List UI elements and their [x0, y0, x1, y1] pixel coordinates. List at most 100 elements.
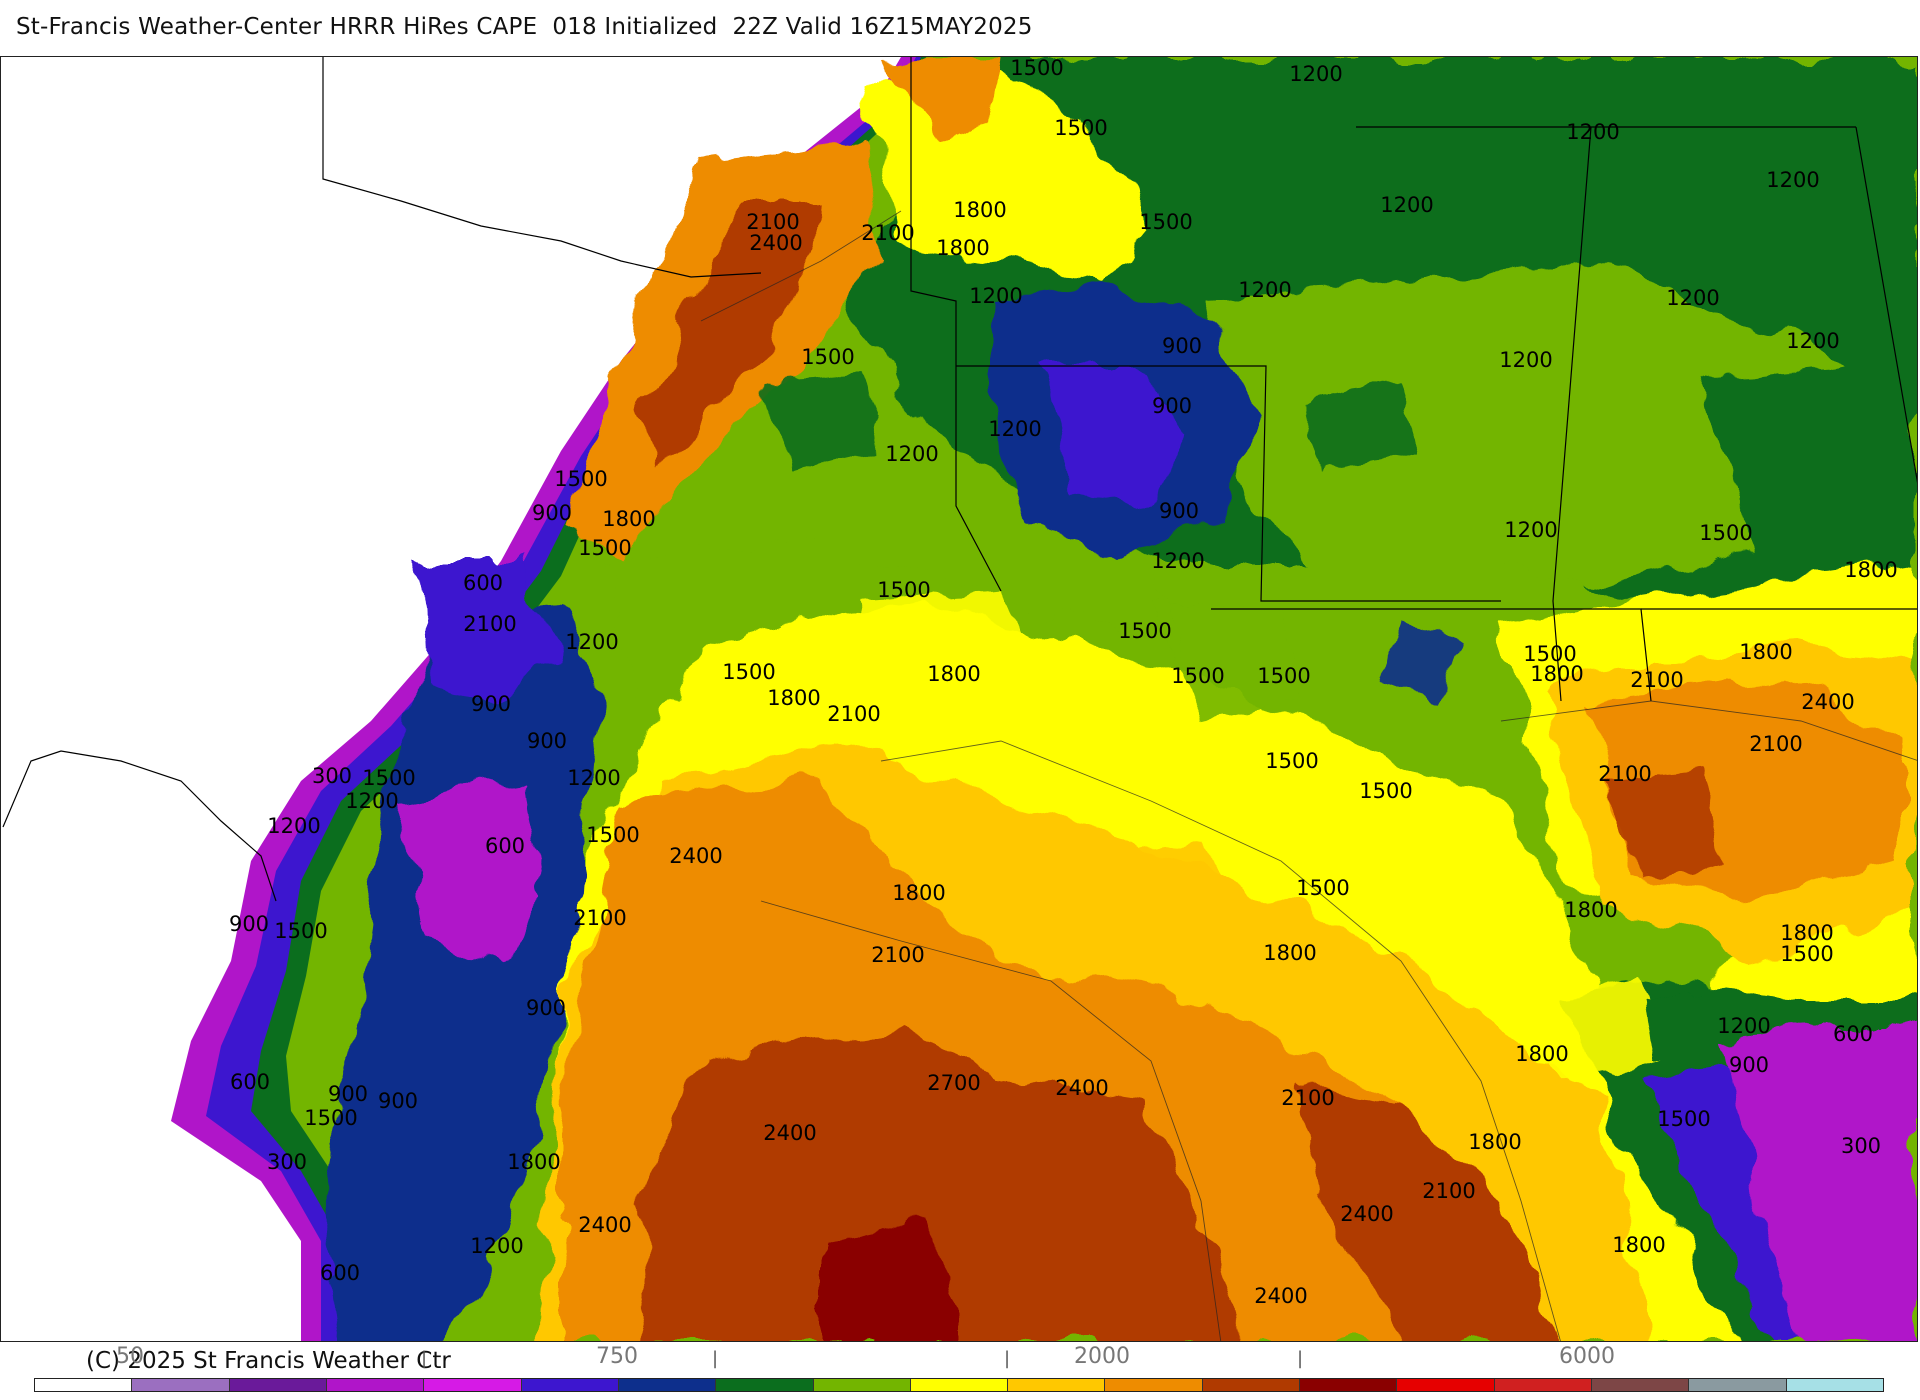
contour-labels: 1500 1200 1500 1200 1200 1200 1800 1500 2100 2100… — [229, 57, 1898, 1308]
contour-label: 1200 — [1151, 549, 1204, 573]
contour-label: 1200 — [470, 1234, 523, 1258]
colorbar-segment — [1008, 1379, 1106, 1391]
contour-label: 900 — [229, 912, 269, 936]
contour-label: 2100 — [463, 612, 516, 636]
colorbar-segment — [618, 1379, 717, 1391]
contour-label: 1800 — [767, 686, 820, 710]
contour-label: 1500 — [1265, 749, 1318, 773]
colorbar-segment — [813, 1379, 911, 1391]
contour-label: 600 — [1833, 1022, 1873, 1046]
contour-label: 900 — [1729, 1053, 1769, 1077]
contour-label: 1200 — [1504, 518, 1557, 542]
contour-label: 2100 — [1598, 762, 1651, 786]
contour-label: 900 — [378, 1089, 418, 1113]
colorbar-segment — [1786, 1379, 1883, 1391]
cape-map: 1500 1200 1500 1200 1200 1200 1800 1500 2100 2100… — [0, 56, 1918, 1342]
contour-label: 1800 — [953, 198, 1006, 222]
contour-label: 1500 — [877, 578, 930, 602]
contour-label: 1200 — [885, 442, 938, 466]
contour-label: 1500 — [362, 766, 415, 790]
contour-label: 1500 — [1139, 210, 1192, 234]
colorbar-tick-label: 2000 — [1074, 1344, 1130, 1369]
colorbar-tick-mark: | — [1003, 1348, 1011, 1369]
contour-label: 2400 — [669, 844, 722, 868]
contour-label: 1500 — [1257, 664, 1310, 688]
colorbar-segment — [1300, 1379, 1398, 1391]
colorbar-segment — [1592, 1379, 1690, 1391]
cape-contour-map: 1500 1200 1500 1200 1200 1200 1800 1500 2100 2100… — [2, 57, 1917, 1341]
contour-label: 1800 — [1780, 921, 1833, 945]
contour-label: 1500 — [554, 467, 607, 491]
contour-label: 600 — [485, 834, 525, 858]
contour-label: 1500 — [274, 919, 327, 943]
colorbar — [34, 1378, 1884, 1392]
contour-label: 2100 — [861, 221, 914, 245]
colorbar-tick-label: 50 — [116, 1344, 144, 1369]
contour-label: 1500 — [1657, 1107, 1710, 1131]
colorbar-tick-mark: | — [711, 1348, 719, 1369]
contour-label: 1800 — [1515, 1042, 1568, 1066]
contour-label: 1800 — [936, 236, 989, 260]
contour-label: 900 — [328, 1082, 368, 1106]
contour-label: 1500 — [1171, 664, 1224, 688]
contour-label: 1200 — [267, 814, 320, 838]
contour-label: 1500 — [801, 345, 854, 369]
contour-label: 600 — [463, 571, 503, 595]
copyright-text: (C) 2025 St Francis Weather Ctr — [86, 1348, 451, 1374]
contour-label: 2400 — [763, 1121, 816, 1145]
contour-label: 900 — [471, 692, 511, 716]
contour-label: 900 — [527, 729, 567, 753]
contour-label: 2400 — [1340, 1202, 1393, 1226]
colorbar-tick-label: 750 — [596, 1344, 638, 1369]
contour-label: 1500 — [1296, 876, 1349, 900]
contour-label: 1500 — [1010, 57, 1063, 80]
contour-label: 1500 — [1359, 779, 1412, 803]
contour-label: 2100 — [1281, 1086, 1334, 1110]
colorbar-segment — [132, 1379, 230, 1391]
contour-label: 300 — [267, 1150, 307, 1174]
contour-label: 1800 — [1564, 898, 1617, 922]
contour-label: 900 — [1159, 499, 1199, 523]
contour-label: 1200 — [567, 766, 620, 790]
colorbar-tick-mark: | — [420, 1348, 428, 1369]
contour-label: 1800 — [1612, 1233, 1665, 1257]
colorbar-segment — [35, 1379, 133, 1391]
contour-lines — [700, 210, 1917, 1341]
contour-label: 1500 — [586, 823, 639, 847]
contour-label: 1200 — [1666, 286, 1719, 310]
contour-label: 2100 — [746, 210, 799, 234]
contour-label: 1800 — [927, 662, 980, 686]
colorbar-segment — [424, 1379, 522, 1391]
cape-speckles — [761, 371, 1721, 1081]
contour-label: 900 — [1152, 394, 1192, 418]
contour-label: 1200 — [988, 417, 1041, 441]
colorbar-segment — [1202, 1379, 1301, 1391]
colorbar-segment — [1494, 1379, 1592, 1391]
contour-label: 2100 — [871, 943, 924, 967]
contour-label: 2400 — [1055, 1076, 1108, 1100]
contour-label: 2100 — [1422, 1179, 1475, 1203]
contour-label: 1200 — [565, 630, 618, 654]
colorbar-segment — [910, 1379, 1009, 1391]
contour-label: 2400 — [1254, 1284, 1307, 1308]
contour-label: 1200 — [1717, 1014, 1770, 1038]
contour-label: 1200 — [1766, 168, 1819, 192]
contour-label: 600 — [320, 1261, 360, 1285]
contour-label: 1200 — [969, 284, 1022, 308]
contour-label: 1200 — [1499, 348, 1552, 372]
contour-label: 900 — [526, 996, 566, 1020]
contour-label: 1200 — [1566, 120, 1619, 144]
contour-label: 300 — [1841, 1134, 1881, 1158]
contour-label: 900 — [532, 501, 572, 525]
colorbar-segment — [1689, 1379, 1787, 1391]
contour-label: 1500 — [1523, 642, 1576, 666]
contour-label: 600 — [230, 1070, 270, 1094]
contour-label: 300 — [312, 764, 352, 788]
contour-label: 1500 — [1118, 619, 1171, 643]
state-borders — [2, 57, 1917, 902]
contour-label: 2400 — [1801, 690, 1854, 714]
contour-label: 1200 — [1380, 193, 1433, 217]
colorbar-segment — [326, 1379, 425, 1391]
contour-label: 1800 — [1739, 640, 1792, 664]
colorbar-segment — [1397, 1379, 1495, 1391]
